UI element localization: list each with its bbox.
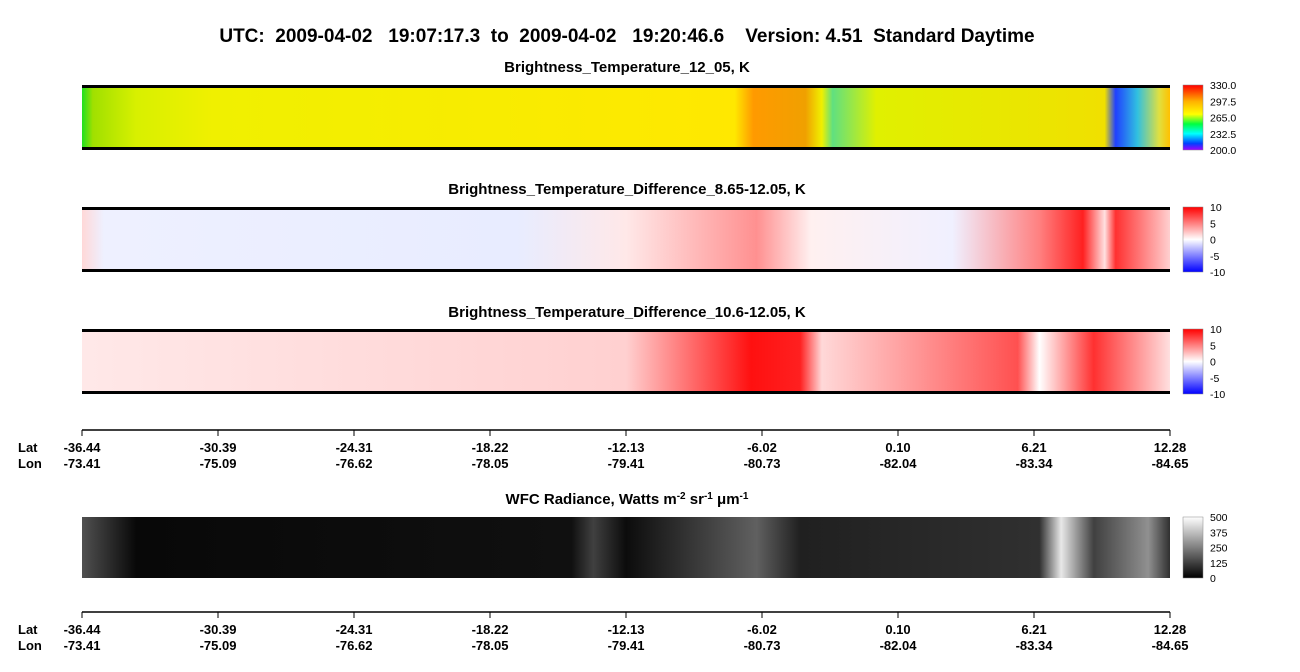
lat-tick-label: -24.31 <box>336 622 373 637</box>
lon-label: Lon <box>18 638 42 653</box>
lon-tick-label: -76.62 <box>336 456 373 471</box>
colorbar-label: -10 <box>1210 389 1225 401</box>
edge <box>82 147 1170 150</box>
lon-tick-label: -79.41 <box>608 456 645 471</box>
colorbar <box>1182 84 1204 151</box>
colorbar-label: 0 <box>1210 357 1216 369</box>
colorbar-label: 125 <box>1210 558 1228 570</box>
colorbar-label: 375 <box>1210 527 1228 539</box>
lat-tick-label: 0.10 <box>885 440 910 455</box>
lon-tick-label: -73.41 <box>64 638 101 653</box>
title-part: sr <box>686 491 705 508</box>
lat-tick-label: 6.21 <box>1021 622 1046 637</box>
title-part: WFC Radiance, Watts m <box>506 491 677 508</box>
lat-tick-label: -12.13 <box>608 440 645 455</box>
lat-tick-label: -30.39 <box>200 622 237 637</box>
panel-title: Brightness_Temperature_Difference_10.6-1… <box>448 304 806 321</box>
colorbar-label: 10 <box>1210 202 1222 214</box>
lon-tick-label: -79.41 <box>608 638 645 653</box>
panel-title: WFC Radiance, Watts m-2 sr-1 μm-1 <box>506 491 749 509</box>
title-part: -1 <box>704 491 713 502</box>
lat-tick-label: -18.22 <box>472 440 509 455</box>
lon-tick-label: -73.41 <box>64 456 101 471</box>
colorbar-label: 250 <box>1210 543 1228 555</box>
edge <box>82 207 1170 210</box>
colorbar-label: 297.5 <box>1210 96 1236 108</box>
colorbar-label: 265.0 <box>1210 113 1236 125</box>
colorbar <box>1182 516 1204 579</box>
colorbar-label: 200.0 <box>1210 145 1236 157</box>
title-part: -2 <box>677 491 686 502</box>
colorbar-label: 0 <box>1210 573 1216 585</box>
lat-label: Lat <box>18 622 38 637</box>
lat-tick-label: -24.31 <box>336 440 373 455</box>
lon-tick-label: -82.04 <box>880 456 918 471</box>
lat-label: Lat <box>18 440 38 455</box>
edge <box>82 85 1170 88</box>
colorbar-label: -10 <box>1210 267 1225 279</box>
colorbar-label: 0 <box>1210 235 1216 247</box>
page-title: UTC: 2009-04-02 19:07:17.3 to 2009-04-02… <box>219 26 1034 47</box>
image-strip <box>82 85 1170 150</box>
title-part: -1 <box>740 491 749 502</box>
image-strip <box>82 207 1170 272</box>
lat-tick-label: -6.02 <box>747 440 777 455</box>
lon-tick-label: -83.34 <box>1016 456 1054 471</box>
colorbar-label: 5 <box>1210 218 1216 230</box>
lat-tick-label: -12.13 <box>608 622 645 637</box>
lat-tick-label: -30.39 <box>200 440 237 455</box>
lat-tick-label: -36.44 <box>64 622 102 637</box>
lat-tick-label: -36.44 <box>64 440 102 455</box>
panel-title: Brightness_Temperature_12_05, K <box>504 59 750 76</box>
colorbar <box>1182 328 1204 395</box>
edge <box>82 391 1170 394</box>
lon-tick-label: -82.04 <box>880 638 918 653</box>
lon-tick-label: -78.05 <box>472 638 509 653</box>
lat-tick-label: 0.10 <box>885 622 910 637</box>
lat-tick-label: 12.28 <box>1154 622 1187 637</box>
colorbar <box>1182 206 1204 273</box>
colorbar-label: 10 <box>1210 324 1222 336</box>
image-strip <box>82 329 1170 394</box>
lon-tick-label: -75.09 <box>200 638 237 653</box>
title-part: μm <box>713 491 740 508</box>
image-strip <box>82 517 1170 578</box>
lon-tick-label: -80.73 <box>744 638 781 653</box>
lat-tick-label: 6.21 <box>1021 440 1046 455</box>
lon-tick-label: -83.34 <box>1016 638 1054 653</box>
lon-tick-label: -84.65 <box>1152 456 1189 471</box>
lon-tick-label: -76.62 <box>336 638 373 653</box>
colorbar-label: 500 <box>1210 512 1228 524</box>
colorbar-label: -5 <box>1210 373 1219 385</box>
lat-tick-label: -18.22 <box>472 622 509 637</box>
lat-tick-label: 12.28 <box>1154 440 1187 455</box>
lon-label: Lon <box>18 456 42 471</box>
lon-tick-label: -75.09 <box>200 456 237 471</box>
colorbar-label: 330.0 <box>1210 80 1236 92</box>
lon-tick-label: -84.65 <box>1152 638 1189 653</box>
lon-tick-label: -78.05 <box>472 456 509 471</box>
lat-tick-label: -6.02 <box>747 622 777 637</box>
lon-tick-label: -80.73 <box>744 456 781 471</box>
panel-title: Brightness_Temperature_Difference_8.65-1… <box>448 181 806 198</box>
edge <box>82 329 1170 332</box>
colorbar-label: -5 <box>1210 251 1219 263</box>
colorbar-label: 5 <box>1210 340 1216 352</box>
colorbar-label: 232.5 <box>1210 129 1236 141</box>
edge <box>82 269 1170 272</box>
